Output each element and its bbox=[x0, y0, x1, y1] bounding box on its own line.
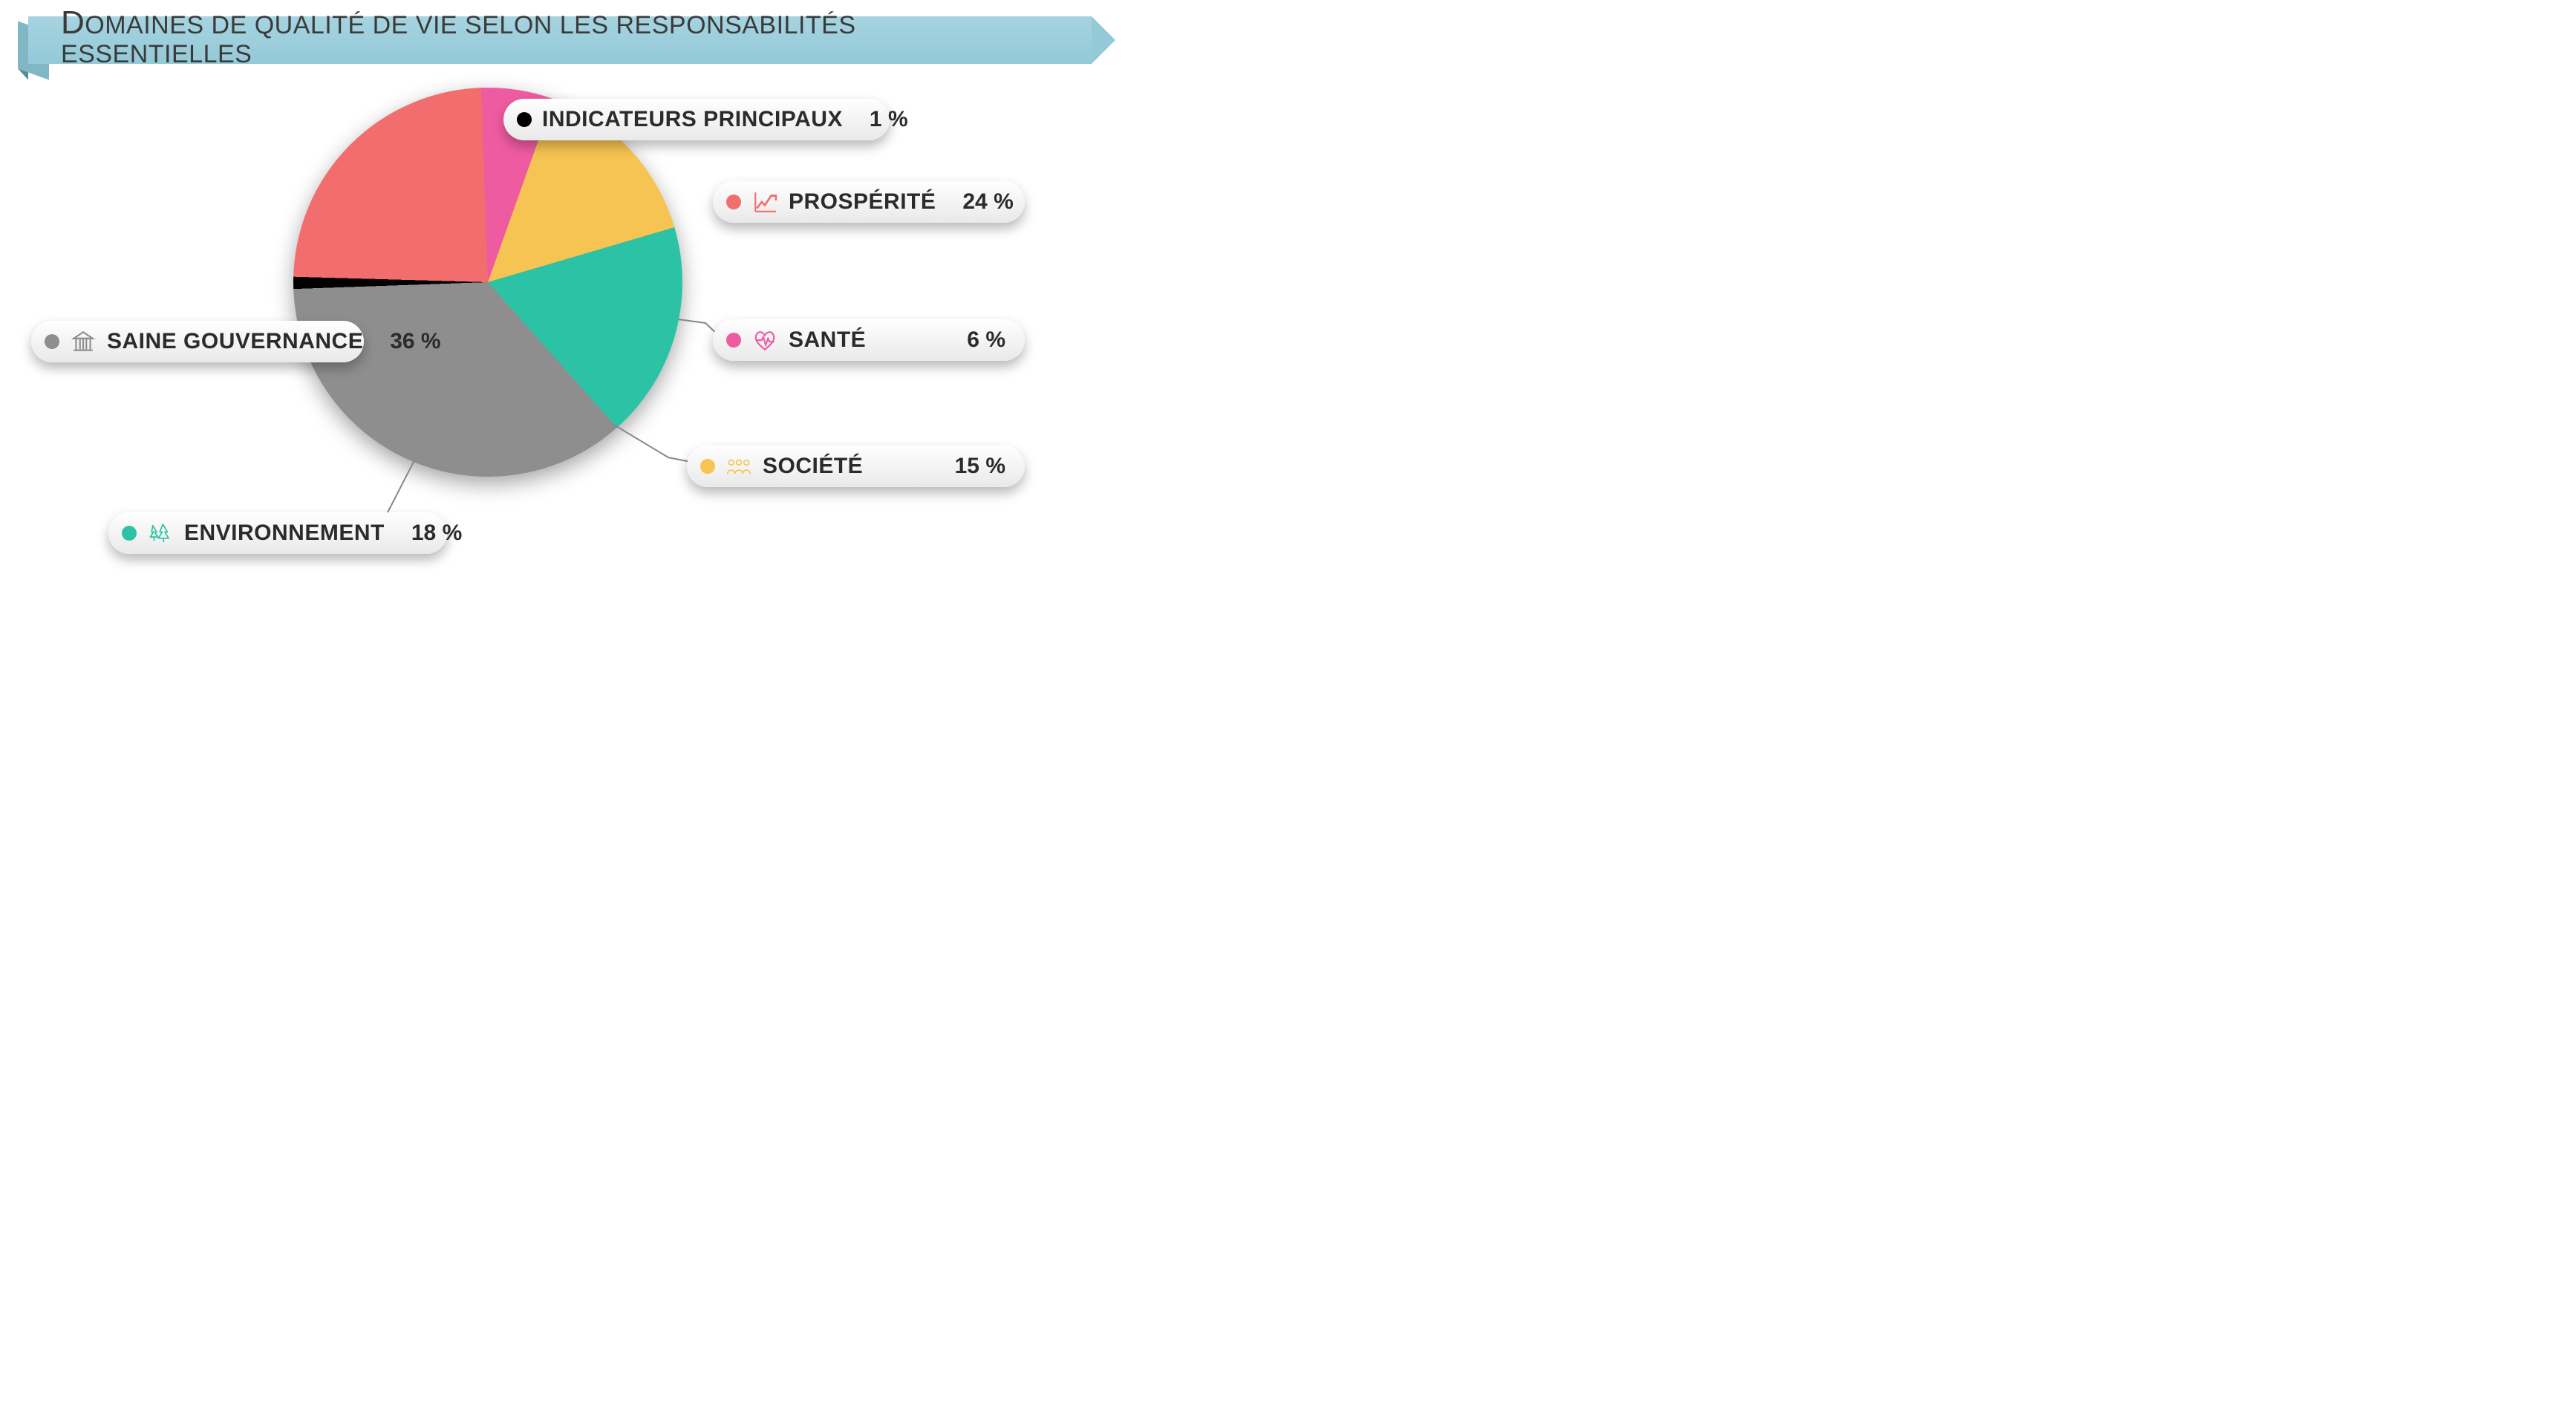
label-text: INDICATEURS PRINCIPAUX bbox=[542, 107, 843, 132]
color-dot bbox=[726, 195, 741, 209]
leader-sante bbox=[678, 319, 719, 336]
percentage: 15 % bbox=[955, 454, 1005, 479]
percentage: 24 % bbox=[962, 189, 1013, 215]
label-gouvernance: SAINE GOUVERNANCE36 % bbox=[31, 321, 364, 362]
leader-societe bbox=[609, 422, 691, 462]
chart-title: DOMAINES DE QUALITÉ DE VIE SELON LES RES… bbox=[28, 16, 1092, 64]
percentage: 18 % bbox=[411, 521, 462, 546]
people-icon bbox=[725, 453, 752, 480]
label-indicateurs: INDICATEURS PRINCIPAUX1 % bbox=[503, 99, 890, 140]
percentage: 6 % bbox=[967, 327, 1005, 353]
label-environnement: ENVIRONNEMENT18 % bbox=[108, 512, 447, 554]
label-text: SOCIÉTÉ bbox=[763, 454, 928, 479]
label-sante: SANTÉ 6 % bbox=[713, 319, 1025, 361]
heart-icon bbox=[751, 327, 778, 353]
color-dot bbox=[726, 333, 741, 348]
percentage: 36 % bbox=[390, 329, 440, 354]
label-text: SANTÉ bbox=[789, 327, 940, 353]
color-dot bbox=[700, 459, 715, 474]
label-text: SAINE GOUVERNANCE bbox=[107, 329, 363, 354]
color-dot bbox=[517, 112, 532, 127]
chart-up-icon bbox=[751, 189, 778, 215]
label-text: ENVIRONNEMENT bbox=[184, 521, 385, 546]
trees-icon bbox=[147, 520, 174, 547]
color-dot bbox=[122, 526, 137, 541]
label-text: PROSPÉRITÉ bbox=[789, 189, 936, 215]
color-dot bbox=[45, 334, 59, 349]
percentage: 1 % bbox=[870, 107, 908, 132]
label-societe: SOCIÉTÉ 15 % bbox=[687, 446, 1025, 487]
label-prosperite: PROSPÉRITÉ 24 % bbox=[713, 181, 1025, 223]
title-ribbon: DOMAINES DE QUALITÉ DE VIE SELON LES RES… bbox=[28, 16, 1092, 64]
building-icon bbox=[70, 328, 97, 355]
